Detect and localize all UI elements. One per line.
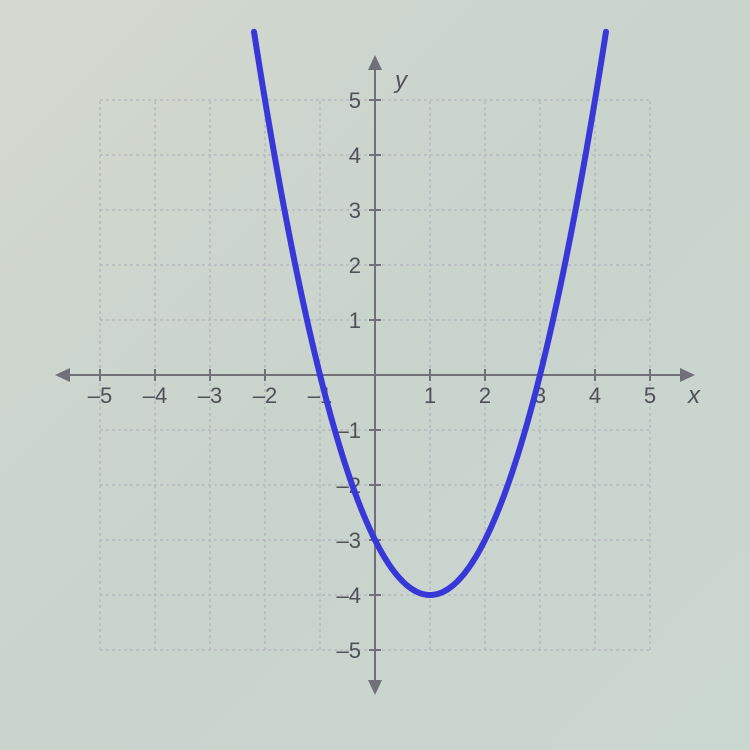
y-axis-arrow-up [368, 55, 382, 70]
x-axis-label: x [687, 382, 701, 409]
y-tick-label: –5 [337, 638, 361, 663]
y-tick-label: 1 [349, 308, 361, 333]
y-tick-label: 3 [349, 198, 361, 223]
x-tick-label: 5 [644, 383, 656, 408]
y-axis-label: y [393, 67, 409, 94]
y-tick-label: –4 [337, 583, 361, 608]
x-tick-label: 4 [589, 383, 601, 408]
x-tick-label: –3 [198, 383, 222, 408]
x-tick-label: –2 [253, 383, 277, 408]
x-tick-label: –5 [88, 383, 112, 408]
parabola-chart: –5–4–3–2–112345–5–4–3–2–112345yx [25, 25, 725, 725]
y-tick-label: 5 [349, 88, 361, 113]
y-tick-label: –3 [337, 528, 361, 553]
x-axis-arrow-right [680, 368, 695, 382]
y-axis-arrow-down [368, 680, 382, 695]
chart-svg: –5–4–3–2–112345–5–4–3–2–112345yx [25, 25, 725, 725]
x-tick-label: 2 [479, 383, 491, 408]
x-axis-arrow-left [55, 368, 70, 382]
y-tick-label: 4 [349, 143, 361, 168]
x-tick-label: –4 [143, 383, 167, 408]
x-tick-label: 1 [424, 383, 436, 408]
y-tick-label: 2 [349, 253, 361, 278]
